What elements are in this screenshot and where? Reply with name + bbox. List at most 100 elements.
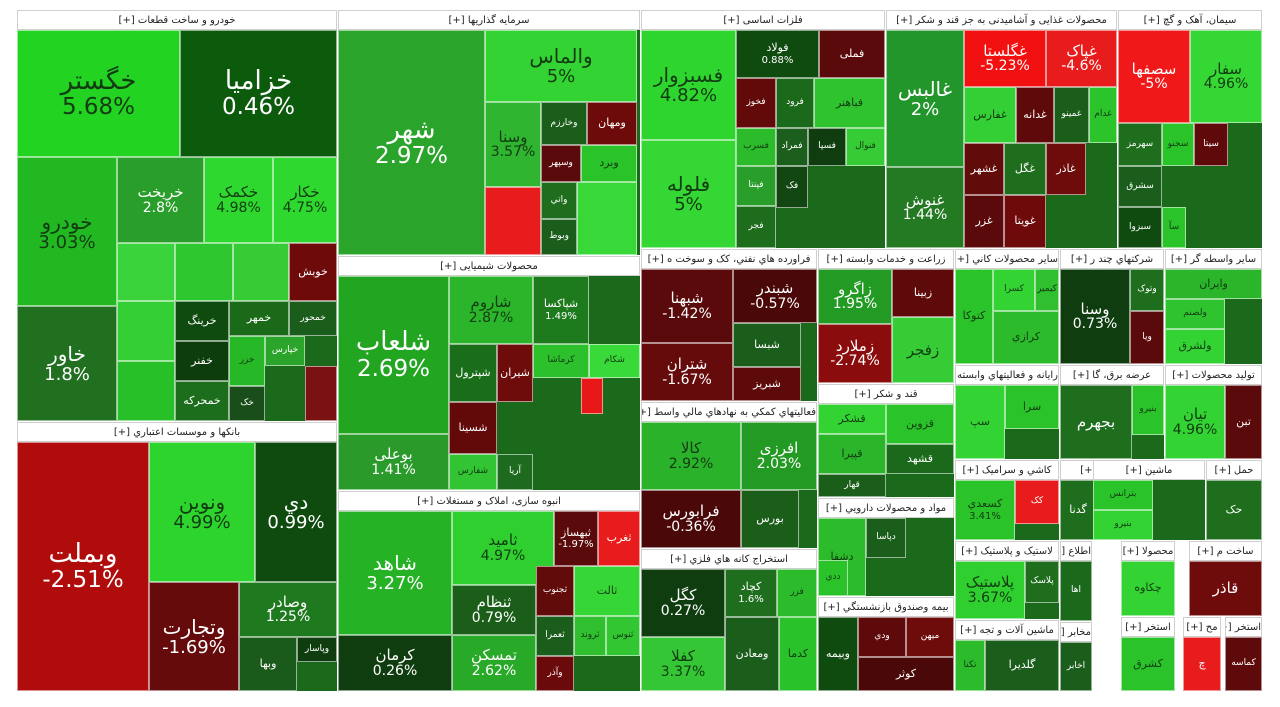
stock-tile[interactable]: واتي	[541, 182, 577, 219]
stock-tile[interactable]: بترانس	[1093, 480, 1153, 510]
sector-title[interactable]: مح [+]	[1183, 617, 1221, 637]
stock-tile[interactable]: وسپهر	[541, 145, 581, 182]
sector-title[interactable]: محصولات غذایی و آشامیدنی به جز قند و شکر…	[886, 10, 1117, 30]
sector-title[interactable]: فراورده هاي نفتي، کک و سوخت ه [+]	[641, 249, 817, 269]
stock-tile[interactable]: سفار 4.96%	[1190, 30, 1262, 123]
stock-tile[interactable]: تمسکن 2.62%	[452, 635, 536, 691]
stock-tile[interactable]: کچاد 1.6%	[725, 569, 777, 617]
stock-tile[interactable]: سپ	[955, 385, 1005, 459]
stock-tile[interactable]: قپیرا	[818, 434, 886, 474]
stock-tile[interactable]: غمینو	[1054, 87, 1089, 143]
stock-tile[interactable]: سبزوا	[1118, 207, 1162, 248]
stock-tile[interactable]: سرا	[1005, 385, 1059, 429]
stock-tile[interactable]: وسنا 3.57%	[485, 102, 541, 187]
stock-tile[interactable]: غفارس	[964, 87, 1016, 143]
stock-tile[interactable]: ثبهساز -1.97%	[554, 511, 598, 566]
sector-title[interactable]: سایر واسطه گر [+]	[1165, 249, 1262, 269]
stock-tile[interactable]: وپاسار	[297, 637, 337, 662]
sector-title[interactable]: لاستيک و پلاستيک [+]	[955, 541, 1059, 561]
sector-title[interactable]: فلزات اساسی [+]	[641, 10, 885, 30]
stock-tile[interactable]: فرابورس -0.36%	[641, 490, 741, 548]
sector-title[interactable]: قند و شکر [+]	[818, 384, 954, 404]
stock-tile[interactable]: شلعاب 2.69%	[338, 276, 449, 434]
stock-tile[interactable]: وسنا 0.73%	[1060, 269, 1130, 364]
stock-tile[interactable]: خرینگ	[175, 301, 229, 341]
stock-tile[interactable]: فولاد 0.88%	[736, 30, 819, 78]
sector-title[interactable]: استخر [+]	[1225, 617, 1262, 637]
stock-tile[interactable]: خمحور	[289, 301, 337, 336]
stock-tile[interactable]: دي 0.99%	[255, 442, 337, 582]
stock-tile[interactable]: قشهد	[886, 444, 954, 474]
stock-tile[interactable]: غزر	[964, 195, 1004, 248]
stock-tile[interactable]: دپاسا	[866, 518, 906, 558]
stock-tile[interactable]: شاهد 3.27%	[338, 511, 452, 635]
stock-tile[interactable]: تبن	[1225, 385, 1262, 459]
stock-tile[interactable]: ثعمرا	[536, 616, 574, 656]
stock-tile[interactable]	[117, 361, 175, 421]
stock-tile[interactable]: بنیرو	[1132, 385, 1164, 435]
stock-tile[interactable]: ونوين 4.99%	[149, 442, 255, 582]
stock-tile[interactable]: تکنا	[955, 640, 985, 691]
stock-tile[interactable]: خزر	[229, 336, 265, 386]
sector-title[interactable]: مواد و محصولات دارويي [+]	[818, 498, 954, 518]
stock-tile[interactable]: وبوط	[541, 219, 577, 255]
stock-tile[interactable]: بورس	[741, 490, 799, 548]
sector-title[interactable]: محصولات شیمیایی [+]	[338, 256, 640, 276]
stock-tile[interactable]: فسبزوار 4.82%	[641, 30, 736, 140]
sector-title[interactable]: شرکتهاي چند ر [+]	[1060, 249, 1164, 269]
stock-tile[interactable]: کتوکا	[955, 269, 993, 364]
stock-tile[interactable]: تيان 4.96%	[1165, 385, 1225, 459]
stock-tile[interactable]: شهر 2.97%	[338, 30, 485, 255]
stock-tile[interactable]: شاروم 2.87%	[449, 276, 533, 344]
stock-tile[interactable]: شبسا	[733, 323, 801, 367]
stock-tile[interactable]	[581, 378, 603, 414]
stock-tile[interactable]: فنوال	[846, 128, 885, 166]
stock-tile[interactable]: کشرق	[1121, 637, 1175, 691]
stock-tile[interactable]: غویتا	[1004, 195, 1046, 248]
stock-tile[interactable]: غگل	[1004, 143, 1046, 195]
stock-tile[interactable]: شبندر -0.57%	[733, 269, 817, 323]
stock-tile[interactable]: والماس 5%	[485, 30, 637, 102]
stock-tile[interactable]: خپارس	[265, 336, 305, 366]
stock-tile[interactable]: بوعلی 1.41%	[338, 434, 449, 490]
stock-tile[interactable]: چ	[1183, 637, 1221, 691]
stock-tile[interactable]: کوثر	[858, 657, 954, 691]
stock-tile[interactable]: غدام	[1089, 87, 1117, 143]
stock-tile[interactable]: ثجنوب	[536, 566, 574, 616]
stock-tile[interactable]: فملی	[819, 30, 885, 78]
stock-tile[interactable]: خودرو 3.03%	[17, 157, 117, 306]
sector-title[interactable]: ماشين [+]	[1093, 460, 1205, 480]
stock-tile[interactable]: وبیمه	[818, 617, 858, 691]
stock-tile[interactable]: غپاک -4.6%	[1046, 30, 1117, 87]
stock-tile[interactable]: گلديرا	[985, 640, 1059, 691]
stock-tile[interactable]: خکار 4.75%	[273, 157, 337, 243]
stock-tile[interactable]: خوبش	[289, 243, 337, 301]
stock-tile[interactable]: کگل 0.27%	[641, 569, 725, 637]
stock-tile[interactable]: ویا	[1130, 311, 1164, 364]
stock-tile[interactable]: سهرمز	[1118, 123, 1162, 166]
stock-tile[interactable]: کسعدي 3.41%	[955, 480, 1015, 540]
stock-tile[interactable]: خگستر 5.68%	[17, 30, 180, 157]
stock-tile[interactable]: خکمک 4.98%	[204, 157, 273, 243]
stock-tile[interactable]: شسینا	[449, 402, 497, 454]
sector-title[interactable]: انبوه سازی، املاک و مستغلات [+]	[338, 491, 640, 511]
stock-tile[interactable]: سشرق	[1118, 166, 1162, 207]
stock-tile[interactable]: آریا	[497, 454, 533, 490]
stock-tile[interactable]: کک	[1015, 480, 1059, 524]
stock-tile[interactable]	[577, 182, 637, 255]
stock-tile[interactable]: ثالت	[574, 566, 640, 616]
stock-tile[interactable]: قزوین	[886, 404, 954, 444]
stock-tile[interactable]: اها	[1060, 561, 1092, 621]
stock-tile[interactable]: بجهرم	[1060, 385, 1132, 459]
sector-title[interactable]: استخراج کانه هاي فلزي [+]	[641, 549, 817, 569]
stock-tile[interactable]: کسرا	[993, 269, 1035, 311]
stock-tile[interactable]: غالبس 2%	[886, 30, 964, 167]
stock-tile[interactable]: خاور 1.8%	[17, 306, 117, 421]
stock-tile[interactable]: کرماشا	[533, 344, 589, 378]
stock-tile[interactable]: شبهنا -1.42%	[641, 269, 733, 343]
stock-tile[interactable]: فک	[776, 166, 808, 208]
stock-tile[interactable]: سآ	[1162, 207, 1186, 248]
stock-tile[interactable]: غشهر	[964, 143, 1004, 195]
stock-tile[interactable]: شبریز	[733, 367, 801, 401]
stock-tile[interactable]: خمهر	[229, 301, 289, 336]
